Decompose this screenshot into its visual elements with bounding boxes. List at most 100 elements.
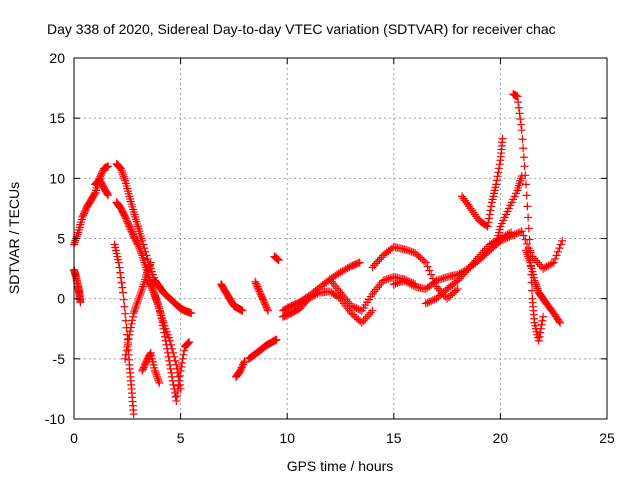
data-point (519, 144, 528, 153)
data-point (165, 360, 174, 369)
data-point (435, 275, 444, 284)
data-point (134, 295, 143, 304)
data-point (355, 258, 364, 267)
data-point (520, 162, 529, 171)
data-point (542, 262, 551, 271)
data-point (525, 235, 534, 244)
data-point (458, 192, 467, 201)
data-point (356, 305, 365, 314)
x-tick-labels: 0 5 10 15 20 25 (70, 430, 615, 446)
y-tick-label: 5 (57, 231, 65, 247)
data-point (125, 330, 134, 339)
data-series-layer (70, 90, 567, 419)
data-point (155, 378, 164, 387)
data-point (163, 344, 172, 353)
data-point (185, 337, 194, 346)
data-point (311, 290, 320, 299)
data-point (472, 212, 481, 221)
data-point (379, 276, 388, 285)
series-track-g (121, 258, 155, 363)
data-point (129, 309, 138, 318)
data-point (531, 280, 540, 289)
data-point (391, 279, 400, 288)
data-point (178, 358, 187, 367)
data-point (494, 168, 503, 177)
data-point (495, 160, 504, 169)
data-point (517, 171, 526, 180)
data-point (128, 312, 137, 321)
data-point (76, 298, 85, 307)
data-point (515, 109, 524, 118)
data-point (354, 305, 363, 314)
data-point (159, 324, 168, 333)
data-point (119, 170, 128, 179)
data-point (524, 224, 533, 233)
data-point (70, 238, 79, 247)
data-point (350, 303, 359, 312)
data-point (104, 191, 113, 200)
data-point (467, 260, 476, 269)
data-point (313, 289, 322, 298)
data-point (118, 168, 127, 177)
data-point (151, 368, 160, 377)
series-track-b (70, 265, 85, 307)
data-point (441, 273, 450, 282)
data-point (175, 371, 184, 380)
data-point (432, 276, 441, 285)
data-point (519, 153, 528, 162)
data-point (146, 260, 155, 269)
data-point (462, 198, 471, 207)
series-track-v (492, 171, 526, 249)
x-tick-label: 5 (177, 430, 185, 446)
data-point (538, 316, 547, 325)
data-point (239, 358, 248, 367)
data-point (505, 229, 514, 238)
data-point (486, 206, 495, 215)
x-tick-label: 10 (279, 430, 295, 446)
data-point (154, 376, 163, 385)
data-point (184, 338, 193, 347)
series-track-l (244, 335, 281, 363)
data-point (552, 251, 561, 260)
data-point (537, 320, 546, 329)
data-point (158, 321, 167, 330)
data-point (117, 278, 126, 287)
data-point (524, 254, 533, 263)
data-point (521, 246, 530, 255)
data-point (517, 120, 526, 129)
data-point (407, 247, 416, 256)
data-point (439, 274, 448, 283)
data-point (118, 283, 127, 292)
data-point (386, 274, 395, 283)
data-point (425, 297, 434, 306)
data-point (173, 386, 182, 395)
data-point (455, 274, 464, 283)
data-point (130, 307, 139, 316)
data-point (451, 286, 460, 295)
data-point (466, 204, 475, 213)
data-point (423, 298, 432, 307)
data-point (485, 214, 494, 223)
data-point (451, 278, 460, 287)
x-tick-label: 25 (599, 430, 615, 446)
data-point (173, 391, 182, 400)
data-point (341, 265, 350, 274)
data-point (238, 306, 247, 315)
series-track-u (458, 134, 507, 231)
data-point (388, 244, 397, 253)
data-point (521, 180, 530, 189)
series-track-k (232, 357, 249, 381)
data-point (306, 293, 315, 302)
data-point (153, 372, 162, 381)
data-point (517, 227, 526, 236)
data-point (524, 213, 533, 222)
data-point (430, 278, 439, 287)
axis-ticks (73, 57, 608, 420)
data-point (536, 328, 545, 337)
data-point (119, 172, 128, 181)
data-point (421, 258, 430, 267)
data-point (555, 244, 564, 253)
data-point (137, 287, 146, 296)
data-point (90, 189, 99, 198)
data-point (522, 248, 531, 257)
